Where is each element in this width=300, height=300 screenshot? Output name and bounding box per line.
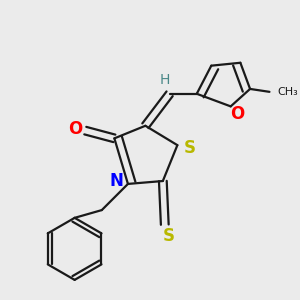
Text: CH₃: CH₃ [277, 87, 298, 97]
Text: S: S [163, 227, 175, 245]
Text: S: S [184, 139, 196, 157]
Text: O: O [68, 120, 83, 138]
Text: N: N [110, 172, 123, 190]
Text: O: O [230, 105, 244, 123]
Text: H: H [160, 73, 170, 87]
